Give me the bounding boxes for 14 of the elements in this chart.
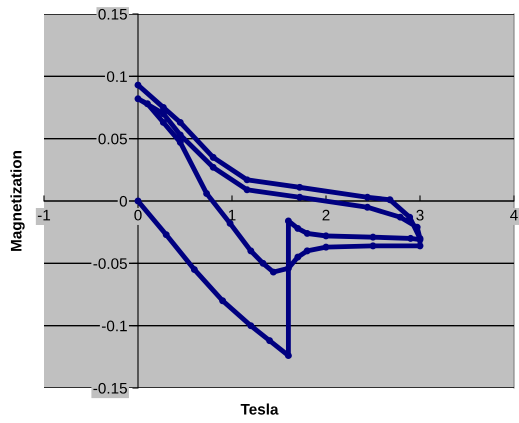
x-tick-label: 4 (510, 210, 518, 220)
y-tick-label: -0.15 (93, 382, 127, 394)
x-tick-label: 2 (322, 210, 330, 220)
y-tick-label: 0.1 (106, 71, 127, 82)
y-tick-label: -0.1 (102, 320, 127, 332)
y-tick-label: 0.05 (98, 134, 127, 144)
y-axis-title: Magnetization (10, 151, 25, 251)
x-tick-label: -1 (38, 210, 50, 220)
x-tick-label: 0 (134, 210, 142, 221)
y-tick-label: -0.05 (93, 258, 127, 270)
x-tick-label: 3 (416, 210, 424, 221)
y-tick-label: 0.15 (98, 8, 127, 20)
y-tick-label: 0 (120, 196, 127, 207)
x-axis-title: Tesla (240, 403, 279, 415)
